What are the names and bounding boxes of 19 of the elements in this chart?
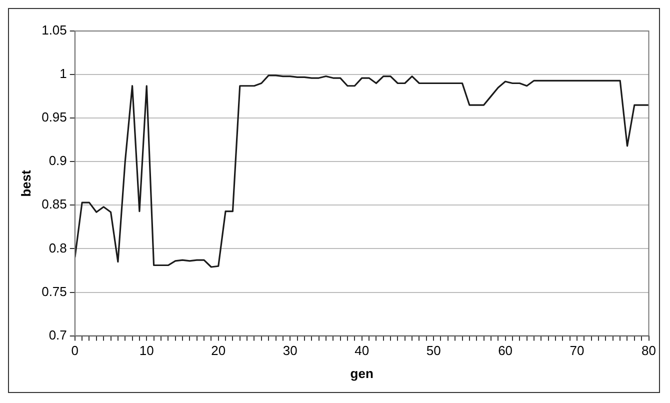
- x-tick-label: 70: [570, 343, 584, 358]
- y-tick-label: 0.9: [48, 153, 67, 168]
- y-tick-label: 1: [60, 66, 67, 82]
- x-tick-label: 80: [642, 343, 656, 358]
- y-tick-label: 1.05: [42, 22, 67, 38]
- y-tick-label: 0.85: [42, 196, 67, 212]
- y-axis-title: best: [18, 169, 34, 197]
- y-tick-label: 0.95: [42, 110, 67, 125]
- x-tick-label: 20: [211, 343, 226, 358]
- x-tick-label: 50: [426, 343, 441, 358]
- x-tick-label: 10: [139, 343, 154, 358]
- x-tick-label: 40: [354, 343, 370, 358]
- y-tick-label: 0.7: [48, 327, 67, 342]
- x-tick-label: 0: [71, 343, 79, 358]
- y-tick-label: 0.8: [48, 240, 67, 256]
- x-tick-label: 60: [498, 343, 513, 358]
- x-axis-title: gen: [350, 366, 374, 381]
- x-tick-label: 30: [282, 343, 298, 358]
- y-tick-label: 0.75: [42, 284, 67, 299]
